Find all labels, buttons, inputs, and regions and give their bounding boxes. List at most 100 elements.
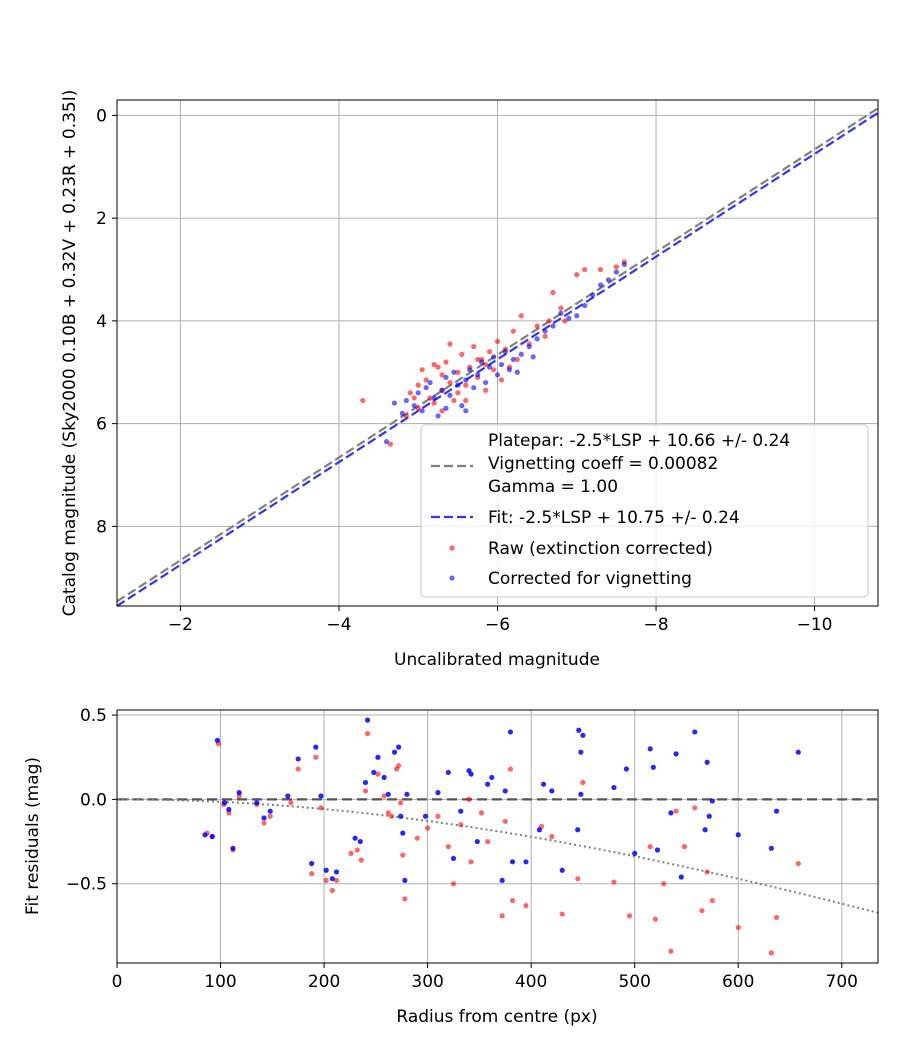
raw-residual-point <box>362 788 369 794</box>
corrected-residual-point <box>536 827 543 833</box>
corrected-point <box>574 313 580 319</box>
raw-residual-point <box>402 896 408 902</box>
residuals-chart: 0 100 200 300 400 500 600 700 0.5 0.0 −0.5 Radius … <box>23 706 879 1027</box>
bottom-plot-frame <box>116 709 879 964</box>
corrected-residual-point <box>458 808 464 814</box>
corrected-residual-point <box>647 746 653 752</box>
corrected-residual-point <box>385 791 391 797</box>
corrected-residual-point <box>773 808 780 814</box>
corrected-point <box>510 356 516 363</box>
corrected-point <box>451 369 457 375</box>
corrected-point <box>502 349 509 355</box>
corrected-point <box>403 397 409 404</box>
raw-residual-point <box>329 887 335 894</box>
corrected-residual-point <box>650 764 656 770</box>
corrected-residual-point <box>795 749 801 755</box>
corrected-residual-point <box>209 833 215 840</box>
corrected-residual-point <box>357 838 363 845</box>
raw-residual-point <box>575 876 581 882</box>
raw-residual-point <box>400 852 406 858</box>
corrected-point <box>383 439 390 445</box>
corrected-residual-point <box>261 815 267 821</box>
raw-point <box>419 367 425 373</box>
raw-point <box>423 377 429 383</box>
raw-residual-point <box>735 924 741 931</box>
raw-point <box>534 323 540 329</box>
corrected-residual-point <box>396 744 402 750</box>
corrected-residual-point <box>222 800 228 806</box>
platepar-line <box>116 107 879 603</box>
raw-residual-point <box>381 793 387 799</box>
legend-raw-label: Raw (extinction corrected) <box>488 539 713 559</box>
corrected-residual-point <box>692 729 698 735</box>
raw-point <box>483 361 489 368</box>
corrected-point <box>435 413 441 419</box>
corrected-point <box>597 282 604 288</box>
raw-point <box>427 395 433 401</box>
raw-point <box>613 264 620 270</box>
raw-point <box>510 328 516 334</box>
corrected-residual-point <box>580 732 586 738</box>
corrected-point <box>427 379 433 386</box>
raw-residual-point <box>468 859 474 865</box>
bottom-x-axis-label: Radius from centre (px) <box>396 1007 597 1027</box>
raw-residual-point <box>502 818 508 824</box>
raw-point <box>550 290 556 296</box>
corrected-residual-point <box>404 791 410 797</box>
corrected-residual-point <box>450 855 457 862</box>
legend-gamma-label: Gamma = 1.00 <box>488 477 618 497</box>
corrected-residual-point <box>485 781 491 787</box>
raw-residual-point <box>396 763 402 769</box>
bottom-y-tick-label: 0.5 <box>80 706 107 726</box>
corrected-residual-point <box>678 874 684 880</box>
corrected-residual-point <box>226 806 232 813</box>
raw-residual-point <box>267 813 273 819</box>
corrected-residual-point <box>735 832 741 838</box>
raw-point <box>498 377 505 383</box>
top-y-tick-label: 6 <box>96 415 107 435</box>
corrected-point <box>411 403 417 409</box>
corrected-residual-point <box>523 859 529 865</box>
corrected-point <box>613 269 620 275</box>
corrected-residual-point <box>313 744 319 750</box>
corrected-point <box>605 277 612 283</box>
corrected-point <box>526 343 532 350</box>
corrected-residual-point <box>400 830 406 836</box>
raw-residual-point <box>652 916 658 922</box>
corrected-residual-point <box>549 788 555 794</box>
raw-residual-point <box>450 881 457 887</box>
corrected-residual-point <box>333 869 340 875</box>
raw-point <box>558 305 564 311</box>
raw-residual-point <box>692 805 698 811</box>
corrected-residual-point <box>540 781 547 787</box>
raw-point <box>463 382 469 388</box>
raw-residual-point <box>385 810 391 816</box>
corrected-point <box>463 377 469 383</box>
corrected-residual-point <box>362 779 369 786</box>
corrected-residual-point <box>329 876 335 882</box>
raw-residual-point <box>626 913 633 919</box>
raw-point <box>443 359 449 365</box>
raw-point <box>451 397 457 404</box>
raw-residual-point <box>333 877 340 883</box>
corrected-residual-point <box>422 813 429 819</box>
corrected-point <box>439 387 445 393</box>
corrected-residual-point <box>706 813 712 819</box>
raw-residual-point <box>435 813 441 819</box>
corrected-point <box>566 315 572 321</box>
legend-fit-label: Fit: -2.5*LSP + 10.75 +/- 0.24 <box>488 508 740 528</box>
raw-residual-point <box>358 857 364 863</box>
corrected-residual-point <box>702 827 708 833</box>
top-y-tick-label: 2 <box>96 209 107 229</box>
corrected-residual-point <box>623 766 630 772</box>
corrected-residual-point <box>509 859 516 865</box>
corrected-residual-point <box>559 867 565 873</box>
fit-line <box>116 111 879 607</box>
bottom-scatter-points <box>202 717 801 956</box>
corrected-residual-point <box>285 793 291 799</box>
corrected-point <box>530 354 536 360</box>
corrected-residual-point <box>309 860 315 867</box>
corrected-residual-point <box>230 845 236 851</box>
raw-residual-point <box>580 779 586 786</box>
